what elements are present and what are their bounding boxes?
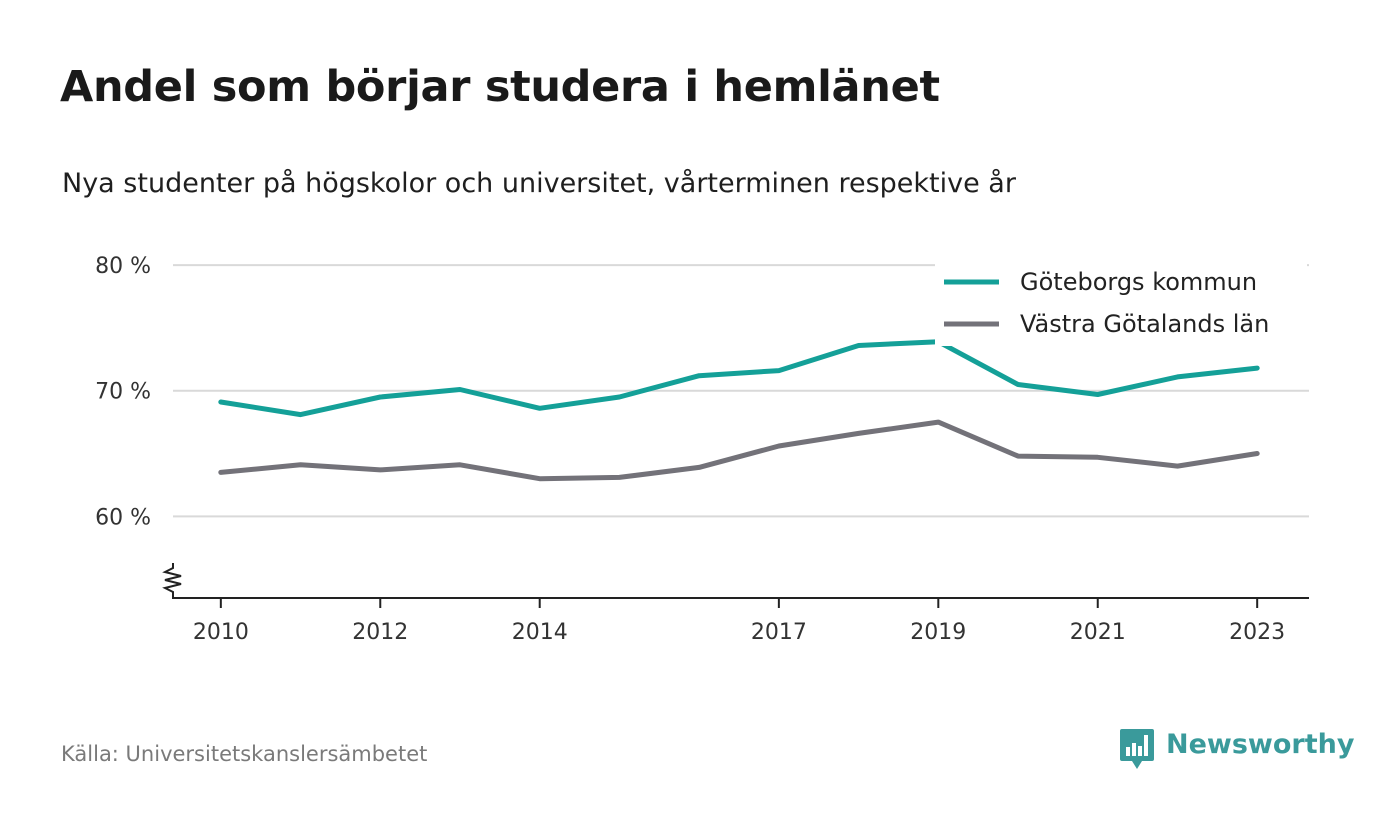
series-line-1 — [218, 339, 1260, 418]
brand-logo: Newsworthy — [1118, 727, 1354, 773]
legend: Göteborgs kommun Västra Götalands län — [935, 262, 1307, 346]
x-tick-label: 2012 — [352, 620, 408, 645]
chart-subtitle: Nya studenter på högskolor och universit… — [62, 168, 1016, 199]
x-tick-label: 2021 — [1070, 620, 1126, 645]
y-tick-label: 70 % — [95, 380, 151, 405]
legend-label: Västra Götalands län — [1020, 310, 1269, 338]
x-tick-label: 2017 — [751, 620, 807, 645]
series-lines — [218, 339, 1260, 482]
legend-background — [935, 262, 1307, 346]
x-tick-label: 2023 — [1229, 620, 1285, 645]
y-tick-label: 60 % — [95, 505, 151, 530]
x-axis: 2010 2012 2014 2017 2019 2021 2023 — [162, 563, 1309, 645]
brand-name: Newsworthy — [1166, 728, 1355, 760]
x-tick-label: 2019 — [910, 620, 966, 645]
chart-title: Andel som börjar studera i hemlänet — [60, 62, 940, 112]
source-note: Källa: Universitetskanslersämbetet — [61, 742, 428, 766]
x-tick-label: 2014 — [512, 620, 568, 645]
newsworthy-logo-icon — [1120, 729, 1154, 769]
axis-line — [162, 563, 1309, 599]
y-tick-label: 80 % — [95, 254, 151, 279]
legend-label: Göteborgs kommun — [1020, 268, 1257, 296]
series-line-2 — [218, 419, 1260, 482]
x-tick-label: 2010 — [193, 620, 249, 645]
